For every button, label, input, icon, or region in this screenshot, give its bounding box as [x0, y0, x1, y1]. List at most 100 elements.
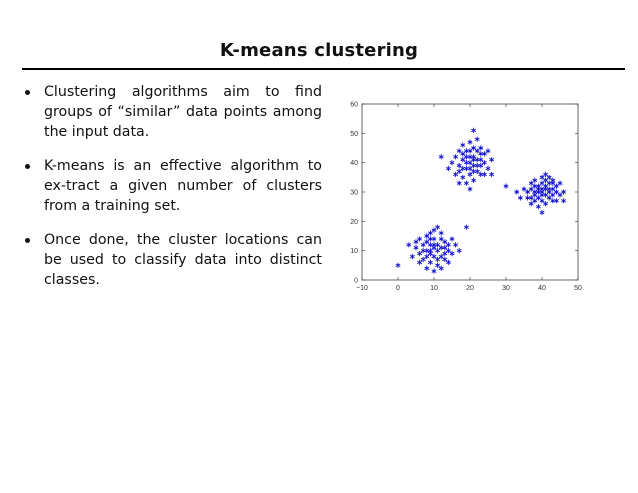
bullet-dot [25, 164, 30, 169]
data-point [546, 180, 552, 186]
data-point [424, 239, 430, 245]
data-point [528, 180, 534, 186]
data-point [539, 198, 545, 204]
data-point [485, 165, 491, 172]
data-point [478, 163, 484, 169]
data-point [420, 242, 426, 248]
data-point [456, 168, 462, 175]
scatter-chart: −10 0 10 20 30 40 50 0 10 20 30 40 50 60 [332, 96, 592, 300]
data-point [467, 139, 473, 145]
data-point [427, 230, 433, 236]
data-point [550, 177, 556, 183]
data-point [424, 253, 430, 260]
x-tick-label: 50 [574, 285, 582, 292]
data-point [435, 248, 441, 254]
data-point [474, 163, 480, 169]
data-point [471, 145, 477, 151]
data-point [553, 189, 559, 195]
data-point [474, 136, 480, 142]
data-point [427, 236, 433, 242]
y-tick-label: 60 [350, 102, 358, 109]
data-point [539, 209, 545, 216]
data-point [553, 198, 559, 204]
data-point [485, 148, 491, 154]
data-point [431, 253, 437, 260]
data-point [474, 148, 480, 154]
data-point [463, 224, 469, 230]
data-point [435, 224, 441, 230]
data-point [438, 253, 444, 260]
y-tick-label: 20 [350, 219, 358, 226]
data-point [528, 186, 534, 192]
data-point [514, 189, 520, 195]
bullet-dot [25, 90, 30, 95]
data-point [406, 242, 412, 248]
bullet-item: K-means is an effective algorithm to ex-… [22, 156, 322, 216]
data-point [438, 265, 444, 271]
data-point [543, 171, 549, 177]
data-point [535, 204, 541, 210]
data-point [424, 233, 430, 239]
data-point [463, 180, 469, 186]
data-point [417, 259, 423, 265]
data-point [420, 248, 426, 254]
data-point [539, 192, 545, 198]
x-tick-label: 40 [538, 285, 546, 292]
y-tick-label: 10 [350, 248, 358, 255]
data-point [442, 239, 448, 245]
data-point [543, 186, 549, 192]
data-point [467, 148, 473, 154]
data-point [438, 230, 444, 236]
data-point [431, 236, 437, 242]
data-point [532, 189, 538, 195]
data-point [525, 189, 531, 195]
data-point [456, 180, 462, 186]
bullet-item: Once done, the cluster locations can be … [22, 230, 322, 290]
data-point [535, 195, 541, 201]
title-divider [22, 68, 625, 70]
data-point [467, 165, 473, 172]
bullet-dot [25, 238, 30, 243]
data-point [460, 151, 466, 157]
data-point [535, 186, 541, 192]
data-point [449, 251, 455, 257]
data-point [445, 242, 451, 248]
data-point [561, 189, 567, 195]
data-point [435, 256, 441, 263]
data-point [546, 189, 552, 195]
data-point [557, 180, 563, 186]
data-point [456, 148, 462, 154]
data-point [561, 198, 567, 204]
data-point [395, 262, 401, 268]
data-point [431, 268, 437, 274]
data-point [467, 171, 473, 177]
data-point [546, 195, 552, 201]
x-tick-label: −10 [356, 285, 368, 292]
data-point [532, 177, 538, 183]
y-tick-label: 40 [350, 160, 358, 167]
data-point [460, 142, 466, 148]
data-point [438, 245, 444, 251]
data-point [550, 192, 556, 198]
bullet-text: K-means is an effective algorithm to ex-… [44, 158, 322, 214]
y-tick-label: 30 [350, 190, 358, 197]
data-point [453, 242, 459, 248]
data-point [474, 157, 480, 163]
bullet-text: Once done, the cluster locations can be … [44, 232, 322, 288]
data-point [420, 256, 426, 263]
data-point [481, 171, 487, 177]
x-tick-label: 30 [502, 285, 510, 292]
data-point [413, 245, 419, 251]
data-point [478, 145, 484, 151]
data-point [539, 174, 545, 180]
data-point [543, 177, 549, 183]
slide-title: K-means clustering [219, 40, 419, 61]
data-point [427, 248, 433, 254]
data-point [438, 154, 444, 160]
data-point [460, 174, 466, 180]
bullet-item: Clustering algorithms aim to find groups… [22, 82, 322, 142]
data-point [409, 253, 415, 260]
data-point [481, 151, 487, 157]
data-point [445, 248, 451, 254]
data-point [442, 256, 448, 263]
